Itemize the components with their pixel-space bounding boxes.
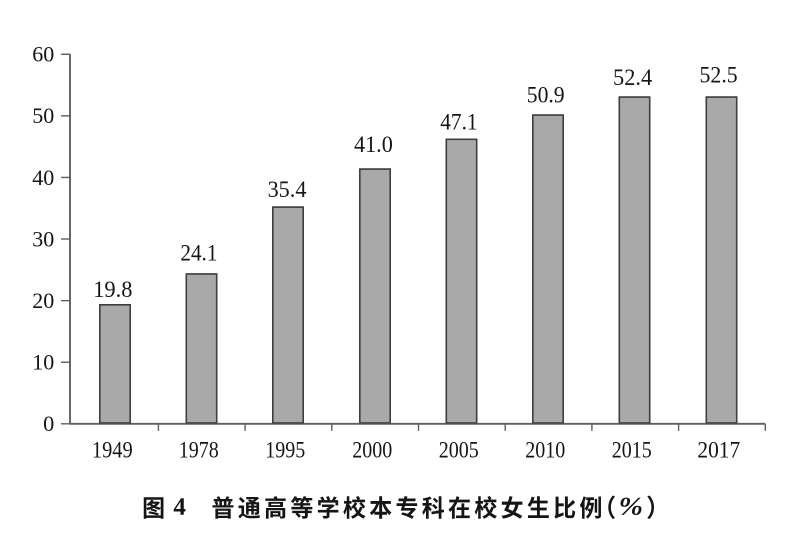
svg-text:50: 50 xyxy=(32,103,54,128)
svg-text:35.4: 35.4 xyxy=(268,177,307,202)
svg-text:1949: 1949 xyxy=(92,437,133,462)
svg-text:19.8: 19.8 xyxy=(93,277,132,302)
svg-text:52.4: 52.4 xyxy=(613,65,652,90)
svg-text:1978: 1978 xyxy=(179,437,219,462)
svg-text:0: 0 xyxy=(43,411,54,436)
svg-text:2017: 2017 xyxy=(697,437,740,462)
svg-text:40: 40 xyxy=(32,165,54,190)
svg-text:1995: 1995 xyxy=(265,437,305,462)
svg-text:2010: 2010 xyxy=(525,437,565,462)
svg-text:41.0: 41.0 xyxy=(354,132,393,157)
svg-text:30: 30 xyxy=(32,226,54,251)
svg-text:47.1: 47.1 xyxy=(440,110,477,135)
svg-text:2015: 2015 xyxy=(612,437,652,462)
svg-text:24.1: 24.1 xyxy=(180,241,217,266)
svg-text:2005: 2005 xyxy=(439,437,479,462)
svg-text:60: 60 xyxy=(32,42,54,67)
svg-text:50.9: 50.9 xyxy=(527,83,565,108)
svg-text:2000: 2000 xyxy=(352,437,392,462)
svg-text:10: 10 xyxy=(32,350,54,375)
svg-text:20: 20 xyxy=(32,288,54,313)
svg-text:52.5: 52.5 xyxy=(700,63,738,88)
